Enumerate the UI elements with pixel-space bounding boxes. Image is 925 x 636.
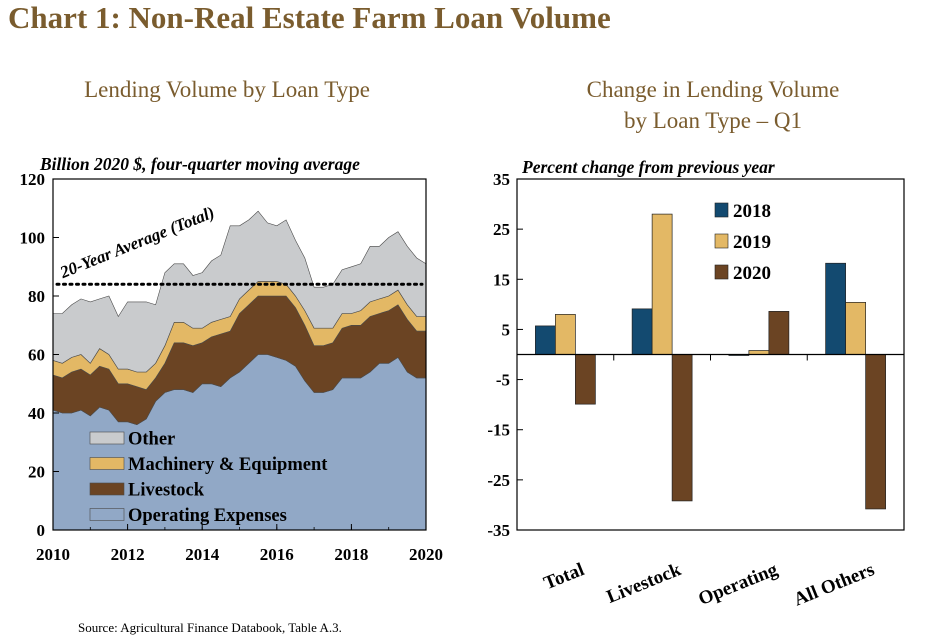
y-tick-label: 5 bbox=[502, 320, 511, 339]
category-label: Livestock bbox=[604, 559, 685, 608]
plot-frame bbox=[516, 178, 905, 531]
source-note: Source: Agricultural Finance Databook, T… bbox=[78, 620, 342, 635]
y-tick-label: -25 bbox=[487, 471, 510, 490]
legend-swatch bbox=[89, 482, 125, 496]
left-area-chart: 20-Year Average (Total) 0 20 40 60 80 100 120 20… bbox=[20, 170, 444, 564]
legend-label: 2019 bbox=[733, 232, 771, 253]
bar-2018-0 bbox=[535, 325, 556, 355]
bar-2018-3 bbox=[825, 262, 846, 355]
bar-2019-2 bbox=[748, 350, 770, 355]
x-tick-label: 2012 bbox=[111, 545, 145, 564]
x-tick-label: 2020 bbox=[409, 545, 443, 564]
bar-2020-3 bbox=[865, 354, 886, 510]
y-tick-label: -35 bbox=[487, 521, 510, 540]
y-tick-label: 20 bbox=[28, 463, 45, 482]
y-tick-label: 25 bbox=[493, 220, 510, 239]
legend-swatch bbox=[714, 264, 729, 280]
legend-label: 2018 bbox=[733, 201, 771, 222]
category-label: Operating bbox=[696, 559, 782, 610]
bar-2020-1 bbox=[671, 354, 693, 502]
left-chart-subtitle: Billion 2020 $, four-quarter moving aver… bbox=[40, 154, 360, 174]
page-title: Chart 1: Non-Real Estate Farm Loan Volum… bbox=[8, 0, 611, 35]
y-tick-label: 80 bbox=[28, 287, 45, 306]
y-tick-label: 35 bbox=[493, 170, 510, 189]
x-tick-label: 2016 bbox=[260, 545, 294, 564]
legend-swatch bbox=[89, 457, 125, 470]
x-tick-label: 2010 bbox=[36, 545, 70, 564]
legend-swatch bbox=[89, 431, 125, 445]
left-chart-title: Lending Volume by Loan Type bbox=[84, 77, 370, 102]
right-chart-subtitle: Percent change from previous year bbox=[522, 157, 775, 177]
bar-2018-1 bbox=[631, 308, 653, 355]
y-tick-label: -15 bbox=[487, 421, 510, 440]
right-chart-title: Change in Lending Volume by Loan Type – … bbox=[518, 74, 908, 136]
legend-label: Operating Expenses bbox=[128, 506, 287, 526]
bar-2019-1 bbox=[651, 213, 673, 355]
right-chart-title-line-2: by Loan Type – Q1 bbox=[623, 108, 803, 133]
y-tick-label: 60 bbox=[28, 346, 45, 365]
legend-swatch bbox=[714, 233, 729, 249]
y-tick-label: -5 bbox=[496, 371, 510, 390]
y-tick-label: 120 bbox=[20, 170, 46, 189]
legend-swatch bbox=[89, 508, 125, 521]
legend-label: Livestock bbox=[128, 481, 205, 501]
y-tick-label: 0 bbox=[37, 521, 46, 540]
legend-swatch bbox=[714, 202, 729, 218]
category-label: All Others bbox=[791, 559, 878, 610]
bar-2020-2 bbox=[768, 311, 790, 355]
x-tick-label: 2018 bbox=[334, 545, 368, 564]
legend-label: Machinery & Equipment bbox=[128, 455, 328, 475]
y-tick-label: 100 bbox=[20, 229, 46, 248]
bar-2019-3 bbox=[845, 302, 866, 355]
right-bar-chart: Total Livestock Operating All Others 35 25 15 5… bbox=[487, 170, 905, 610]
x-tick-label: 2014 bbox=[185, 545, 220, 564]
y-tick-label: 15 bbox=[493, 270, 510, 289]
y-tick-label: 40 bbox=[28, 404, 45, 423]
bar-2019-0 bbox=[555, 314, 576, 355]
legend-label: 2020 bbox=[733, 263, 771, 284]
legend-label: Other bbox=[128, 430, 175, 450]
reference-line-label: 20-Year Average (Total) bbox=[56, 203, 217, 283]
category-label: Total bbox=[541, 559, 587, 594]
bar-2020-0 bbox=[575, 354, 596, 405]
right-chart-title-line-1: Change in Lending Volume bbox=[586, 77, 840, 102]
